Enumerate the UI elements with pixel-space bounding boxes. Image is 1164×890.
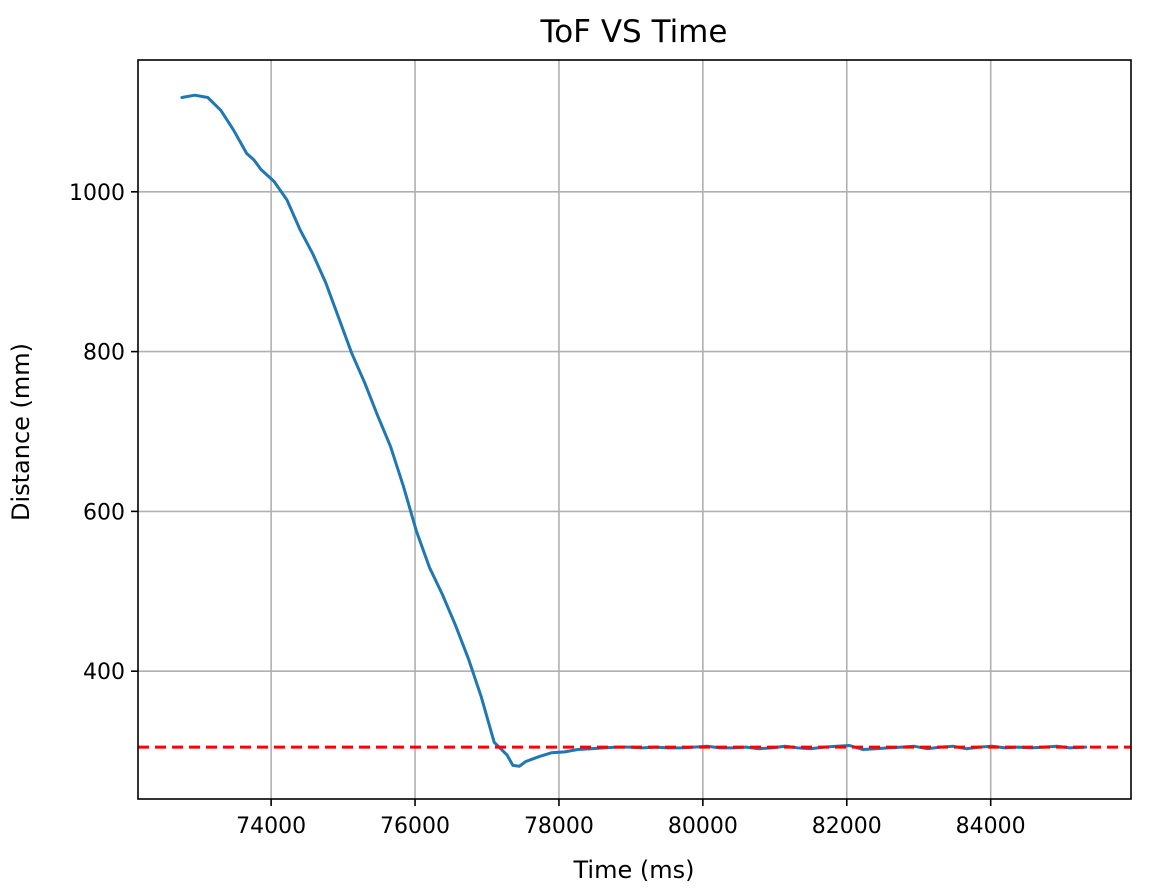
y-tick-label: 1000 (69, 181, 125, 206)
x-tick-label: 80000 (668, 814, 738, 839)
x-tick-label: 84000 (956, 814, 1026, 839)
x-tick-label: 74000 (236, 814, 306, 839)
y-tick-label: 600 (83, 500, 125, 525)
grid-lines (138, 60, 1131, 799)
plot-frame (137, 59, 1132, 800)
y-axis-label: Distance (mm) (7, 343, 35, 521)
x-tick-label: 82000 (812, 814, 882, 839)
x-tick-label: 76000 (380, 814, 450, 839)
chart-title: ToF VS Time (540, 14, 728, 50)
x-tick-label: 78000 (524, 814, 594, 839)
y-tick-label: 800 (83, 341, 125, 366)
y-tick-label: 400 (83, 660, 125, 685)
axis-ticks: 74000 76000 78000 80000 82000 84000 400 600 800 1… (69, 181, 1026, 839)
x-axis-label: Time (ms) (573, 856, 695, 884)
plot-data (138, 93, 1131, 768)
